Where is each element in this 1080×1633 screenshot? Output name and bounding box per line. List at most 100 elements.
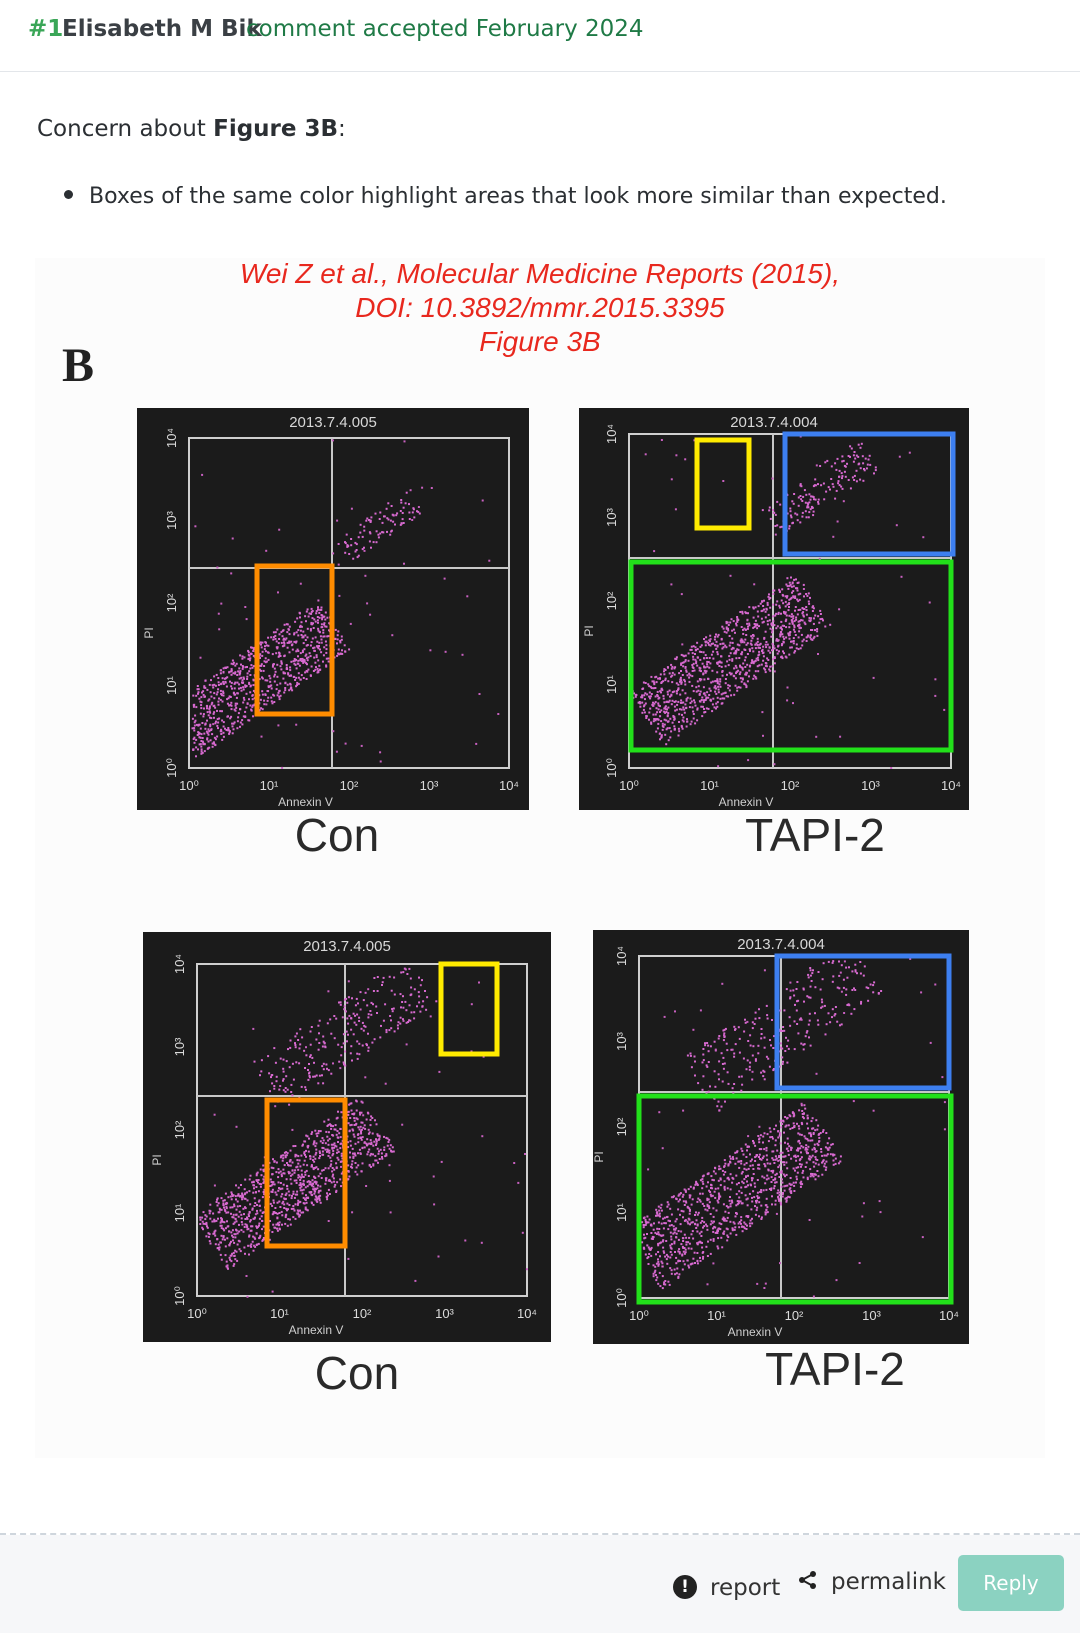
event-dot [756, 1191, 759, 1194]
comment-author[interactable]: Elisabeth M Bik [62, 16, 262, 42]
event-dot [758, 1153, 761, 1156]
event-dot [744, 1018, 746, 1021]
event-dot [800, 1183, 803, 1186]
event-dot [748, 648, 751, 651]
event-dot [375, 541, 378, 544]
event-dot [368, 1163, 371, 1166]
event-dot [692, 690, 695, 693]
event-dot [727, 1206, 730, 1209]
event-dot [343, 1005, 346, 1008]
event-dot [754, 606, 757, 609]
event-dot [784, 1141, 786, 1144]
event-dot [650, 722, 653, 725]
event-dot [193, 724, 196, 727]
event-dot [774, 1173, 777, 1176]
event-dot [202, 693, 205, 696]
event-dot [286, 646, 289, 649]
event-dot [789, 981, 792, 984]
event-dot [319, 1155, 321, 1157]
event-dot [797, 496, 800, 499]
event-dot [656, 1212, 659, 1215]
event-dot [378, 1138, 381, 1140]
event-dot [230, 1240, 232, 1243]
event-dot [291, 689, 294, 692]
event-dot [289, 669, 292, 672]
event-dot [738, 1051, 741, 1054]
event-dot [812, 485, 815, 488]
event-dot [323, 646, 326, 649]
event-dot [675, 454, 678, 457]
event-dot [760, 663, 763, 666]
permalink-link[interactable]: permalink [798, 1569, 946, 1595]
event-dot [795, 1149, 798, 1152]
event-dot [302, 661, 305, 664]
event-dot [315, 1074, 318, 1077]
event-dot [800, 1133, 803, 1136]
event-dot [846, 462, 848, 465]
event-dot [716, 1245, 719, 1248]
event-dot [720, 1223, 723, 1226]
yellow-highlight-box [694, 437, 752, 531]
event-dot [703, 669, 706, 672]
event-dot [647, 1246, 650, 1249]
event-dot [773, 763, 776, 766]
event-dot [814, 1129, 817, 1132]
event-dot [481, 1135, 484, 1138]
event-dot [370, 1141, 373, 1144]
event-dot [699, 1192, 702, 1195]
event-dot [838, 484, 841, 487]
figure-citation-line2: DOI: 10.3892/mmr.2015.3395 [355, 292, 725, 323]
event-dot [786, 1184, 789, 1187]
event-dot [211, 742, 214, 745]
event-dot [403, 967, 406, 970]
event-dot [279, 694, 282, 697]
event-dot [260, 646, 263, 649]
event-dot [809, 498, 812, 501]
event-dot [305, 1046, 307, 1049]
event-dot [756, 627, 759, 630]
event-dot [289, 1159, 292, 1161]
event-dot [257, 1190, 260, 1193]
report-link[interactable]: ! report [673, 1574, 780, 1601]
event-dot [722, 692, 725, 695]
event-dot [664, 1222, 667, 1225]
event-dot [276, 694, 279, 697]
event-dot [734, 664, 737, 667]
reply-button[interactable]: Reply [958, 1555, 1064, 1611]
event-dot [306, 663, 308, 666]
event-dot [650, 1254, 653, 1257]
event-dot [659, 738, 661, 741]
event-dot [409, 977, 412, 980]
event-dot [228, 1256, 231, 1259]
event-dot [658, 1242, 661, 1245]
event-dot [292, 1078, 295, 1081]
event-dot [751, 659, 754, 662]
event-dot [877, 992, 880, 995]
event-dot [306, 1164, 309, 1167]
event-dot [319, 1194, 322, 1197]
event-dot [217, 703, 220, 706]
x-tick-label: 10³ [420, 778, 439, 793]
event-dot [286, 641, 289, 644]
event-dot [316, 640, 319, 643]
event-dot [322, 660, 324, 663]
event-dot [754, 1058, 757, 1061]
event-dot [763, 1078, 766, 1081]
event-dot [733, 1055, 736, 1058]
event-dot [318, 1190, 321, 1192]
event-dot [780, 612, 782, 615]
event-dot [684, 660, 687, 663]
event-dot [639, 705, 642, 708]
event-dot [786, 1061, 789, 1064]
event-dot [784, 1184, 787, 1187]
event-dot [724, 1027, 727, 1030]
event-dot [362, 1114, 365, 1117]
event-dot [282, 1079, 284, 1082]
x-axis-label: Annexin V [728, 1325, 783, 1339]
event-dot [289, 1046, 292, 1049]
event-dot [350, 1045, 353, 1048]
event-dot [231, 1193, 233, 1196]
event-dot [364, 574, 367, 577]
event-dot [734, 1151, 737, 1154]
event-dot [238, 677, 241, 680]
